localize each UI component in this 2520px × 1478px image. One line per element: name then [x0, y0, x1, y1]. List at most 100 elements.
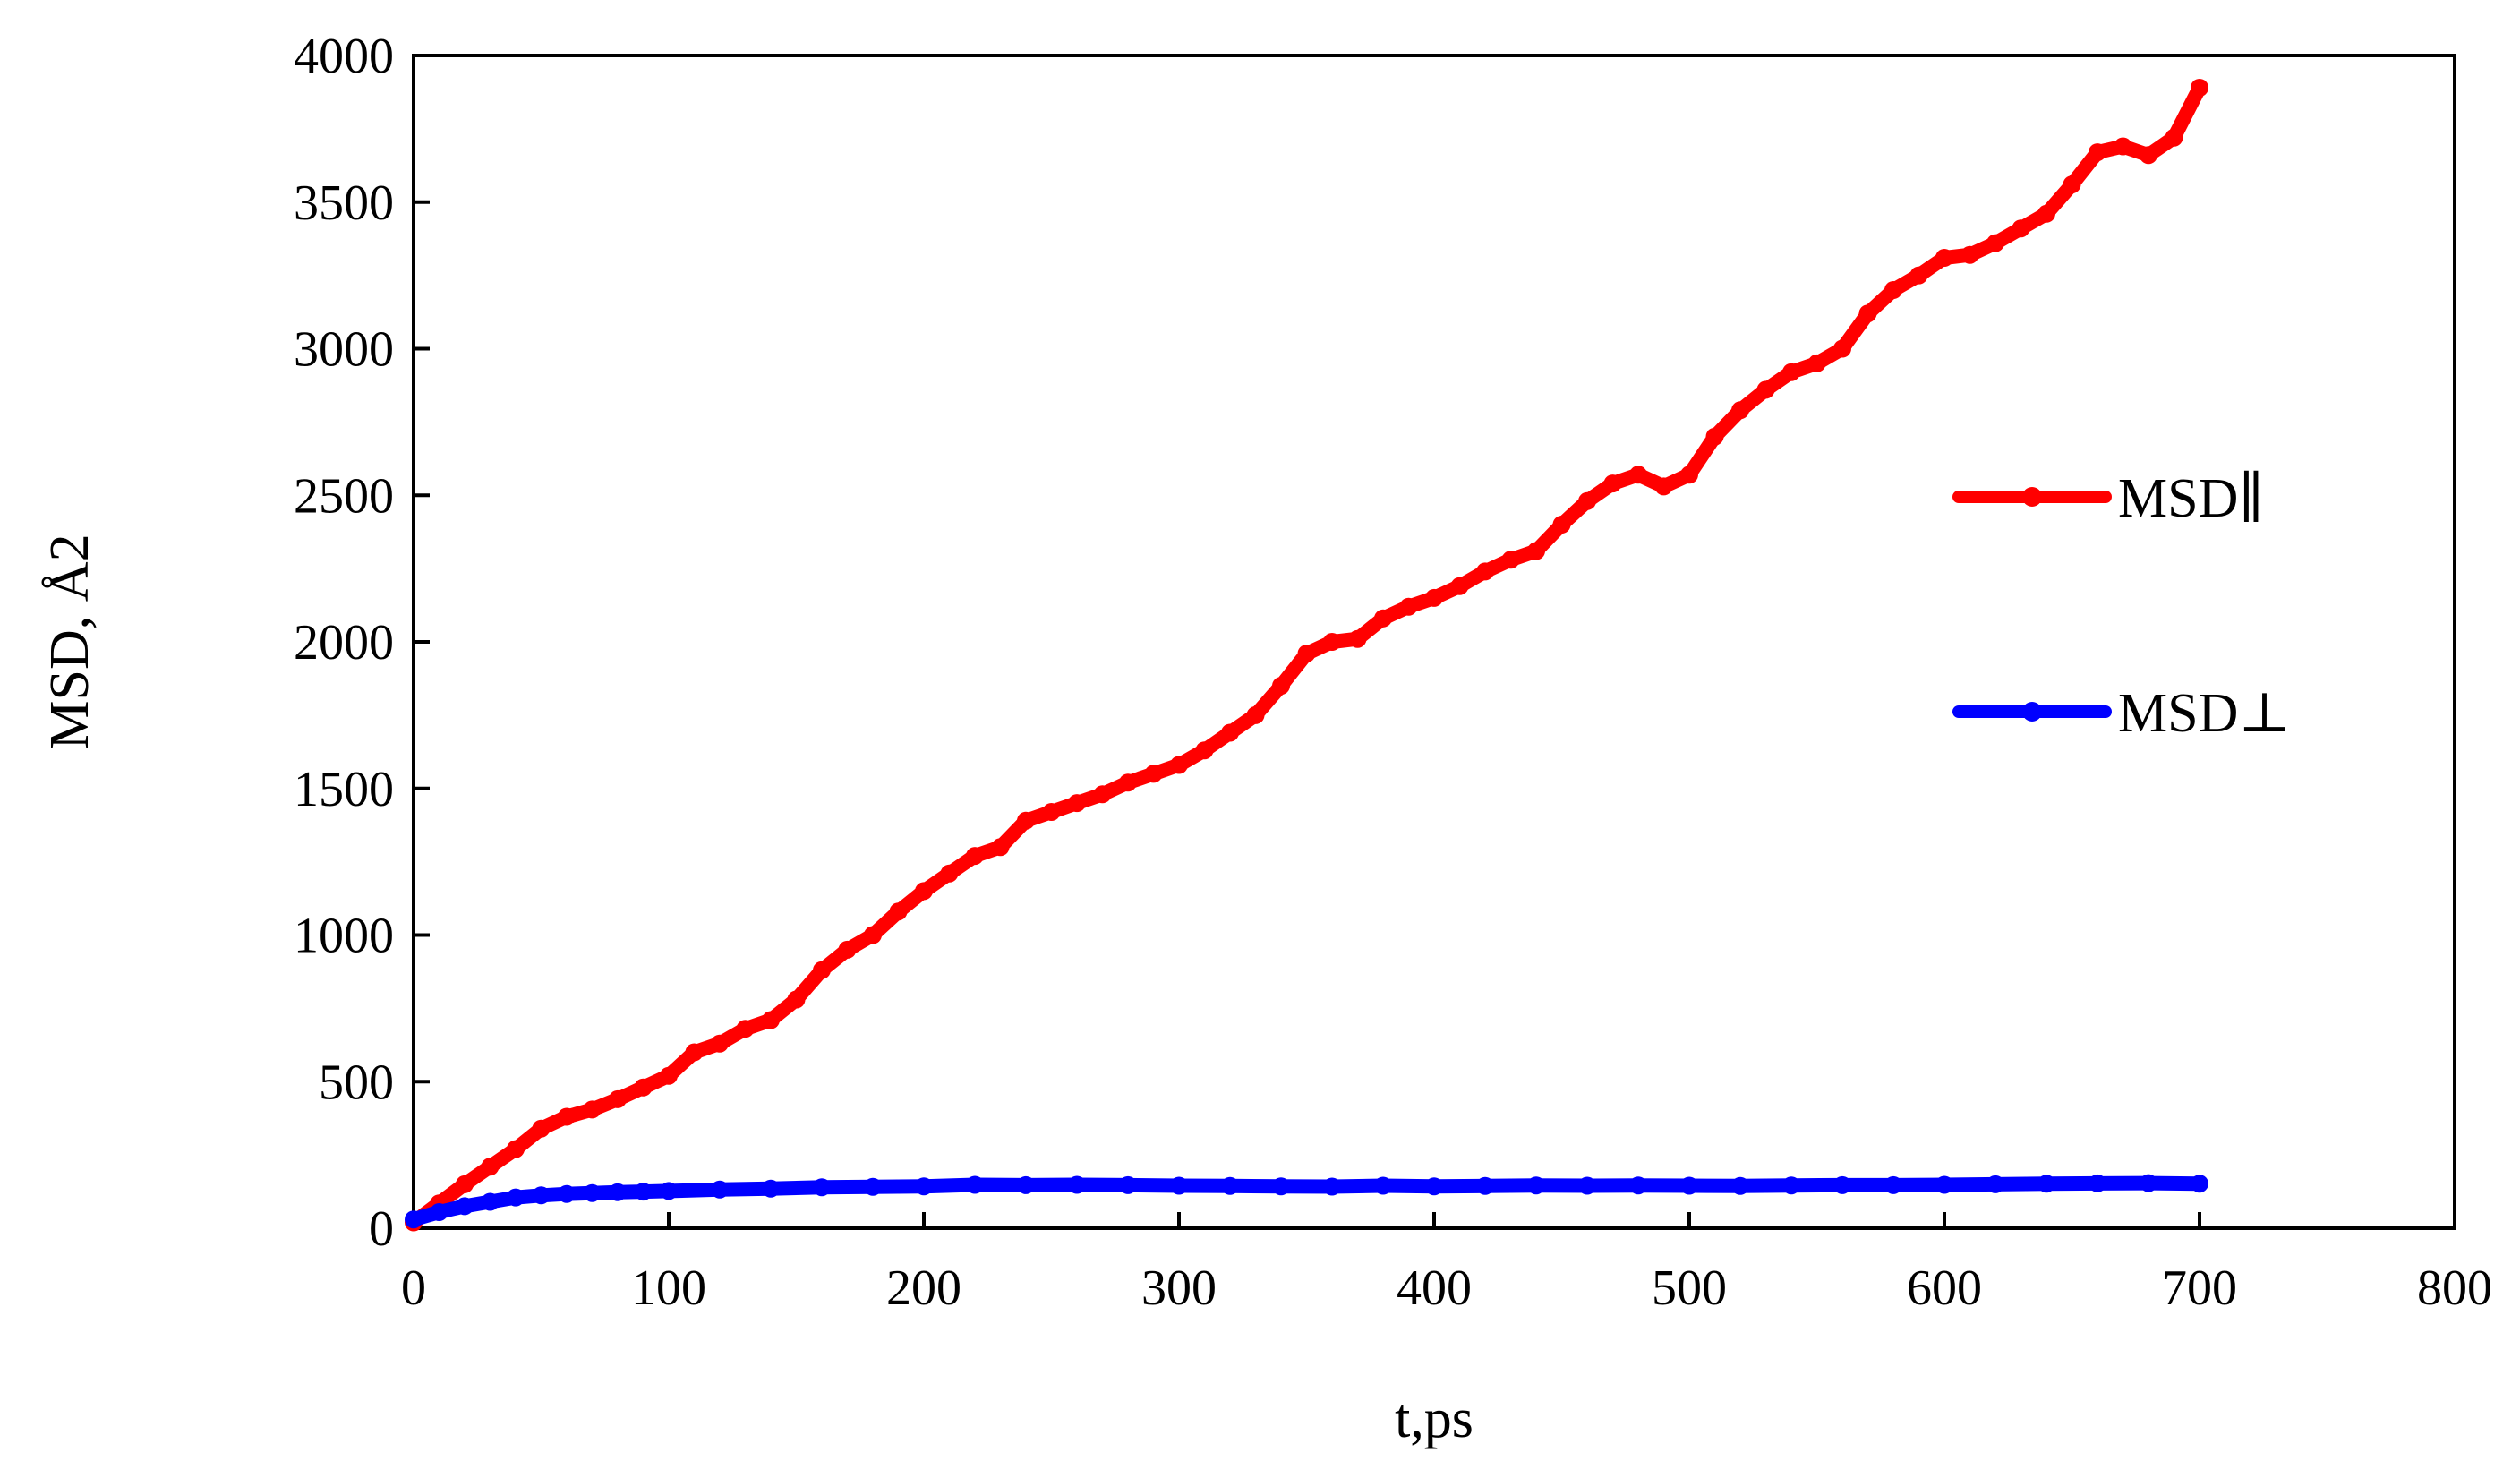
x-tick-label: 300 [1141, 1260, 1217, 1316]
x-tick-label: 800 [2417, 1260, 2492, 1316]
data-point [1425, 1177, 1443, 1196]
data-point [634, 1078, 653, 1097]
data-point [1246, 705, 1265, 724]
data-point [532, 1186, 551, 1205]
data-point [762, 1011, 780, 1029]
x-tick-label: 0 [401, 1260, 426, 1316]
data-point [1476, 1176, 1494, 1195]
data-point [2140, 1174, 2157, 1192]
data-point [456, 1197, 474, 1216]
data-point [1552, 516, 1571, 534]
data-point [1858, 304, 1877, 323]
data-point [1042, 803, 1061, 821]
data-point [2165, 128, 2183, 147]
x-tick-label: 600 [1907, 1260, 1982, 1316]
data-point [1833, 1175, 1851, 1194]
data-point [1221, 1176, 1239, 1195]
y-tick-label: 3000 [294, 322, 394, 378]
data-point [838, 940, 857, 959]
data-point [558, 1107, 576, 1126]
data-point [634, 1183, 653, 1201]
data-point [2114, 137, 2132, 156]
data-point [711, 1034, 729, 1053]
data-point [813, 961, 831, 979]
data-point [966, 1175, 984, 1194]
data-point [940, 864, 959, 883]
data-point [1297, 645, 1316, 663]
x-tick-label: 100 [631, 1260, 706, 1316]
y-tick-label: 4000 [294, 29, 394, 84]
data-point [736, 1020, 755, 1038]
data-point [1323, 633, 1341, 651]
x-tick-label: 200 [886, 1260, 961, 1316]
data-point [609, 1089, 627, 1108]
data-point [864, 1177, 882, 1196]
data-point [1272, 1177, 1290, 1196]
data-point [889, 902, 908, 921]
data-point [1119, 773, 1137, 792]
data-point [1833, 339, 1851, 358]
data-point [1450, 577, 1469, 595]
data-point [430, 1203, 448, 1221]
x-axis-title: t,ps [1395, 1388, 1474, 1449]
y-tick-label: 3500 [294, 175, 394, 231]
y-tick-label: 1000 [294, 909, 394, 964]
data-point [2063, 175, 2081, 194]
data-point [2012, 219, 2030, 238]
data-point [1986, 234, 2004, 252]
data-point [991, 838, 1010, 857]
data-point [1731, 401, 1749, 420]
data-point [1654, 477, 1673, 496]
data-point [1068, 1175, 1086, 1194]
x-axis-ticks: 0 100 200 300 400 500 600 700 800 [401, 1212, 2492, 1316]
data-point [1170, 756, 1188, 774]
data-point [456, 1175, 474, 1193]
data-point [1221, 723, 1239, 742]
data-point [915, 1177, 933, 1196]
data-point [787, 990, 806, 1009]
data-point [1986, 1175, 2004, 1193]
data-point [481, 1192, 500, 1211]
data-point [1807, 354, 1826, 372]
series-layer [405, 79, 2208, 1232]
data-point [1629, 1176, 1647, 1195]
data-point [660, 1066, 678, 1085]
data-point [1144, 765, 1163, 783]
data-point [1425, 588, 1443, 607]
data-point [2089, 143, 2106, 162]
data-point [532, 1119, 551, 1138]
data-point [1680, 1176, 1698, 1195]
x-tick-label: 500 [1652, 1260, 1727, 1316]
data-point [583, 1100, 602, 1119]
legend-swatch-marker [2022, 702, 2042, 722]
data-point [1782, 1176, 1800, 1195]
data-point [1348, 629, 1367, 648]
data-point [1603, 474, 1622, 493]
legend: MSD∥ MSD⊥ [1952, 468, 2291, 744]
y-axis-title: MSD, Å2 [39, 534, 100, 749]
data-point [2191, 1175, 2208, 1193]
data-point [711, 1180, 729, 1199]
data-point [660, 1182, 678, 1200]
x-tick-label: 700 [2162, 1260, 2237, 1316]
data-point [2140, 146, 2157, 165]
data-point [1782, 363, 1800, 381]
data-point [1731, 1176, 1749, 1195]
data-point [1935, 249, 1953, 267]
y-tick-label: 1500 [294, 762, 394, 817]
x-tick-label: 400 [1397, 1260, 1472, 1316]
data-point [1272, 677, 1290, 696]
data-point [1323, 1177, 1341, 1196]
data-point [2037, 204, 2055, 223]
data-point [609, 1183, 627, 1201]
data-point [558, 1184, 576, 1203]
legend-label: MSD⊥ [2118, 683, 2291, 744]
data-point [1527, 1176, 1545, 1195]
data-point [1680, 466, 1698, 484]
data-point [813, 1178, 831, 1197]
data-point [685, 1043, 704, 1062]
data-point [915, 882, 933, 901]
y-tick-label: 0 [369, 1201, 394, 1257]
data-point [507, 1188, 525, 1207]
